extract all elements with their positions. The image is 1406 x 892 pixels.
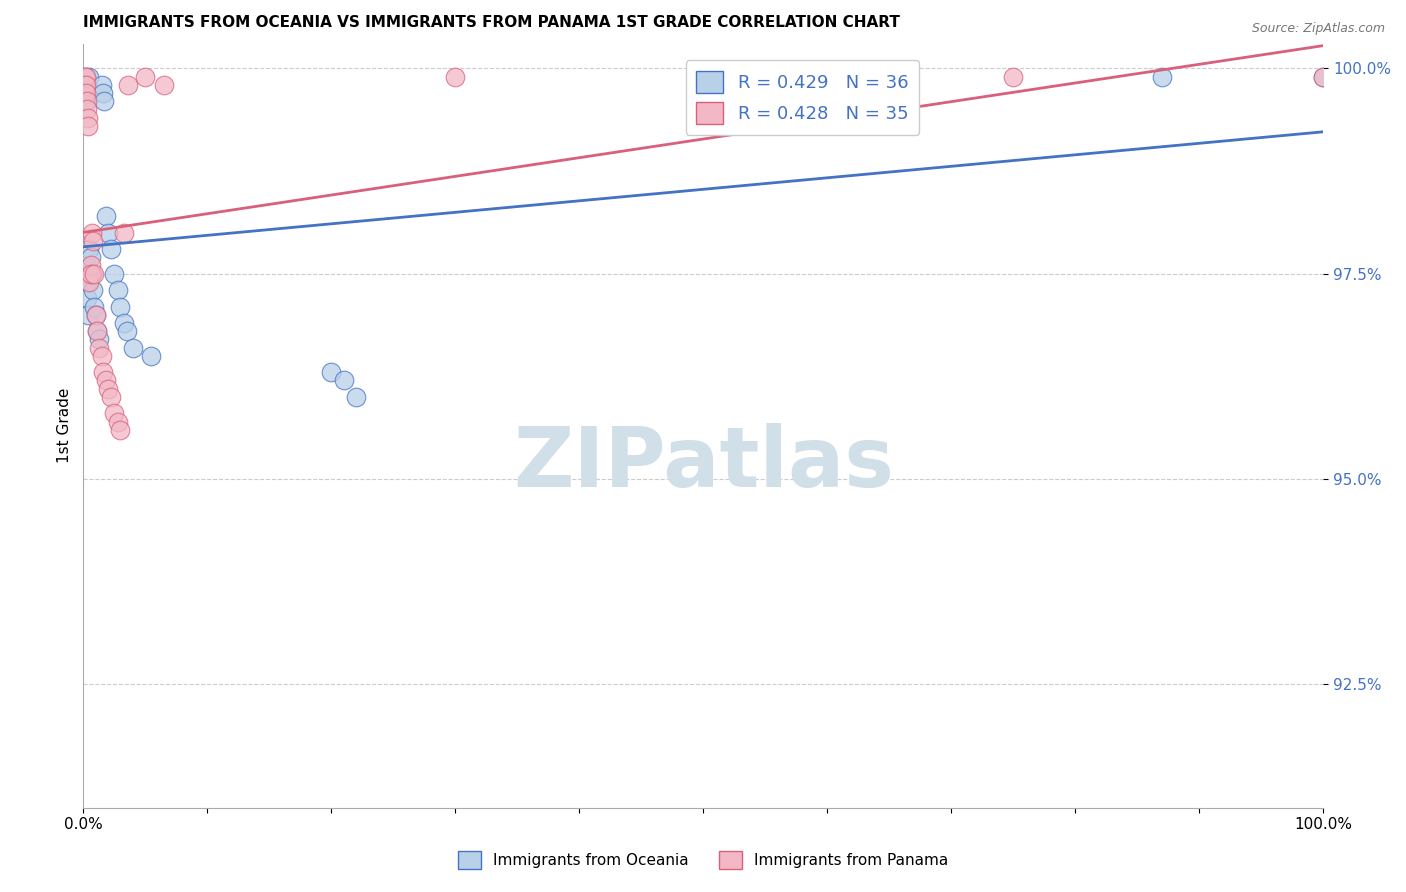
Point [76,94,98,108]
Point [97,382,120,396]
Point [91,365,114,379]
Point [86,324,108,338]
Point [110,300,132,314]
Point [97,226,120,240]
Point [79,242,101,256]
Point [84,308,107,322]
Point [75,259,97,273]
Point [75,78,97,92]
Point [77,111,100,125]
Point [75,70,97,84]
Point [77,308,100,322]
Point [80,250,103,264]
Point [93,94,115,108]
Text: Source: ZipAtlas.com: Source: ZipAtlas.com [1251,22,1385,36]
Point [79,267,101,281]
Point [117,78,139,92]
Point [82,234,104,248]
Point [89,333,111,347]
Point [76,275,98,289]
Point [77,119,100,133]
Point [84,308,107,322]
Point [90,349,112,363]
Point [73,70,96,84]
Y-axis label: 1st Grade: 1st Grade [58,388,72,463]
Point [94,209,117,223]
Point [1312,70,1334,84]
Point [73,94,96,108]
Point [75,70,97,84]
Point [103,406,125,420]
Point [134,70,156,84]
Point [115,324,138,338]
Point [344,390,367,404]
Text: ZIPatlas: ZIPatlas [513,424,894,504]
Point [80,259,103,273]
Point [100,390,122,404]
Point [1152,70,1174,84]
Point [73,86,96,100]
Point [141,349,163,363]
Point [107,283,129,297]
Point [73,78,96,92]
Text: IMMIGRANTS FROM OCEANIA VS IMMIGRANTS FROM PANAMA 1ST GRADE CORRELATION CHART: IMMIGRANTS FROM OCEANIA VS IMMIGRANTS FR… [83,15,900,30]
Point [75,86,97,100]
Point [76,103,98,117]
Point [110,423,132,437]
Point [107,415,129,429]
Point [112,316,135,330]
Point [112,226,135,240]
Point [73,86,96,100]
Point [79,70,101,84]
Point [80,226,103,240]
Point [153,78,176,92]
Point [90,78,112,92]
Point [321,365,343,379]
Point [89,341,111,355]
Point [1312,70,1334,84]
Point [83,300,105,314]
Point [86,324,108,338]
Point [79,275,101,289]
Point [94,374,117,388]
Point [80,267,103,281]
Point [75,78,97,92]
Point [332,374,354,388]
Legend: Immigrants from Oceania, Immigrants from Panama: Immigrants from Oceania, Immigrants from… [451,845,955,875]
Point [444,70,467,84]
Point [80,267,103,281]
Point [83,267,105,281]
Point [100,242,122,256]
Point [1002,70,1025,84]
Point [91,86,114,100]
Point [122,341,145,355]
Legend: R = 0.429   N = 36, R = 0.428   N = 35: R = 0.429 N = 36, R = 0.428 N = 35 [686,61,920,135]
Point [82,283,104,297]
Point [73,78,96,92]
Point [103,267,125,281]
Point [76,291,98,305]
